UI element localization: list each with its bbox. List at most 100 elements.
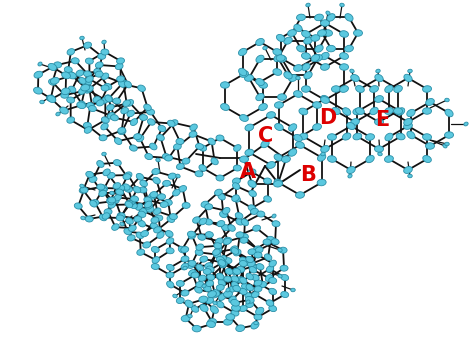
Ellipse shape (445, 98, 449, 102)
Ellipse shape (318, 30, 327, 36)
Ellipse shape (216, 135, 224, 141)
Ellipse shape (331, 86, 340, 92)
Ellipse shape (148, 193, 156, 199)
Ellipse shape (181, 256, 189, 262)
Ellipse shape (107, 112, 115, 119)
Ellipse shape (207, 266, 214, 272)
Ellipse shape (144, 197, 152, 203)
Ellipse shape (339, 64, 348, 70)
Ellipse shape (297, 14, 305, 21)
Ellipse shape (80, 187, 88, 193)
Ellipse shape (151, 246, 159, 252)
Ellipse shape (95, 62, 103, 68)
Ellipse shape (129, 202, 137, 209)
Ellipse shape (208, 138, 215, 145)
Ellipse shape (116, 189, 124, 195)
Ellipse shape (101, 85, 109, 91)
Ellipse shape (259, 82, 267, 88)
Ellipse shape (238, 48, 247, 55)
Ellipse shape (112, 224, 119, 230)
Ellipse shape (239, 261, 247, 266)
Ellipse shape (176, 280, 184, 286)
Ellipse shape (284, 37, 292, 44)
Ellipse shape (84, 78, 92, 85)
Ellipse shape (86, 102, 94, 108)
Ellipse shape (107, 198, 114, 205)
Ellipse shape (47, 95, 56, 103)
Ellipse shape (91, 200, 99, 205)
Ellipse shape (208, 291, 217, 297)
Ellipse shape (126, 218, 133, 224)
Ellipse shape (108, 197, 116, 203)
Ellipse shape (279, 247, 287, 253)
Ellipse shape (301, 30, 310, 38)
Ellipse shape (224, 237, 232, 243)
Ellipse shape (145, 203, 153, 209)
Ellipse shape (230, 246, 238, 252)
Ellipse shape (208, 319, 217, 325)
Ellipse shape (206, 297, 214, 304)
Ellipse shape (124, 172, 132, 178)
Ellipse shape (181, 290, 189, 296)
Ellipse shape (226, 288, 230, 292)
Ellipse shape (231, 305, 240, 311)
Ellipse shape (185, 300, 193, 308)
Ellipse shape (276, 34, 285, 42)
Ellipse shape (183, 266, 187, 270)
Ellipse shape (136, 232, 144, 238)
Ellipse shape (340, 53, 348, 59)
Ellipse shape (81, 84, 90, 91)
Ellipse shape (217, 221, 225, 227)
Ellipse shape (257, 211, 265, 217)
Ellipse shape (67, 97, 74, 103)
Ellipse shape (101, 123, 108, 130)
Ellipse shape (144, 104, 151, 111)
Ellipse shape (196, 244, 204, 250)
Ellipse shape (236, 277, 244, 283)
Ellipse shape (38, 62, 42, 66)
Ellipse shape (239, 305, 247, 311)
Ellipse shape (332, 107, 340, 115)
Ellipse shape (189, 270, 196, 276)
Ellipse shape (246, 256, 254, 263)
Ellipse shape (220, 261, 227, 268)
Ellipse shape (345, 14, 353, 21)
Ellipse shape (102, 152, 106, 156)
Ellipse shape (120, 222, 124, 226)
Ellipse shape (96, 100, 104, 106)
Ellipse shape (85, 216, 93, 222)
Ellipse shape (302, 63, 310, 71)
Ellipse shape (218, 193, 225, 200)
Ellipse shape (269, 277, 277, 284)
Ellipse shape (98, 53, 106, 59)
Ellipse shape (407, 109, 415, 117)
Ellipse shape (198, 275, 206, 281)
Ellipse shape (223, 238, 231, 245)
Ellipse shape (326, 11, 330, 15)
Ellipse shape (141, 231, 148, 237)
Ellipse shape (178, 246, 186, 253)
Ellipse shape (170, 120, 178, 126)
Ellipse shape (81, 216, 85, 220)
Ellipse shape (181, 315, 190, 322)
Ellipse shape (299, 108, 308, 115)
Ellipse shape (150, 223, 158, 229)
Ellipse shape (228, 286, 236, 292)
Ellipse shape (245, 75, 254, 81)
Ellipse shape (422, 108, 431, 114)
Ellipse shape (263, 239, 271, 245)
Ellipse shape (212, 249, 220, 256)
Ellipse shape (249, 190, 256, 197)
Ellipse shape (404, 166, 412, 174)
Ellipse shape (242, 260, 250, 266)
Ellipse shape (226, 314, 235, 320)
Ellipse shape (224, 291, 232, 297)
Ellipse shape (215, 189, 222, 195)
Ellipse shape (129, 145, 137, 151)
Ellipse shape (123, 100, 130, 107)
Ellipse shape (250, 208, 258, 214)
Ellipse shape (228, 225, 235, 231)
Ellipse shape (200, 304, 208, 312)
Ellipse shape (403, 122, 412, 129)
Ellipse shape (274, 124, 283, 131)
